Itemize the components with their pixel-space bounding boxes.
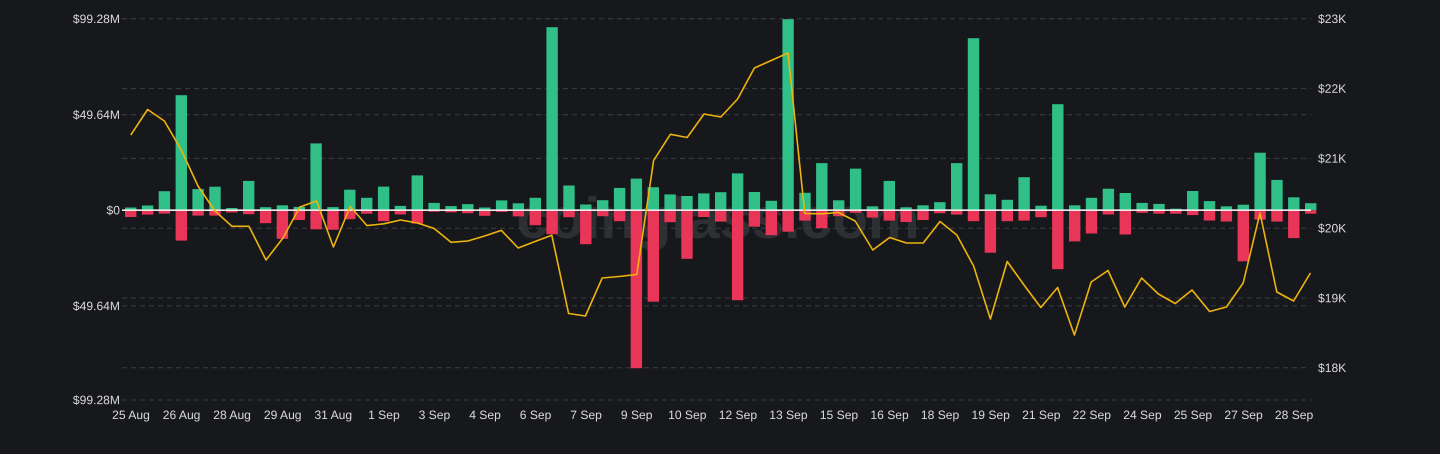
svg-text:25 Aug: 25 Aug	[112, 408, 150, 422]
svg-text:15 Sep: 15 Sep	[820, 408, 859, 422]
svg-text:28 Sep: 28 Sep	[1275, 408, 1314, 422]
svg-text:$99.28M: $99.28M	[73, 393, 120, 407]
svg-text:$19K: $19K	[1318, 291, 1346, 305]
svg-text:31 Aug: 31 Aug	[314, 408, 352, 422]
svg-text:$0: $0	[107, 203, 121, 217]
svg-text:13 Sep: 13 Sep	[769, 408, 808, 422]
svg-text:6 Sep: 6 Sep	[520, 408, 552, 422]
svg-text:29 Aug: 29 Aug	[264, 408, 302, 422]
svg-text:4 Sep: 4 Sep	[469, 408, 501, 422]
svg-text:27 Sep: 27 Sep	[1224, 408, 1263, 422]
svg-text:$49.64M: $49.64M	[73, 108, 120, 122]
svg-text:21 Sep: 21 Sep	[1022, 408, 1061, 422]
svg-text:22 Sep: 22 Sep	[1073, 408, 1112, 422]
svg-text:$20K: $20K	[1318, 221, 1346, 235]
svg-text:16 Sep: 16 Sep	[870, 408, 909, 422]
svg-text:9 Sep: 9 Sep	[621, 408, 653, 422]
svg-text:19 Sep: 19 Sep	[972, 408, 1011, 422]
svg-text:3 Sep: 3 Sep	[419, 408, 451, 422]
svg-text:$23K: $23K	[1318, 12, 1346, 26]
svg-text:10 Sep: 10 Sep	[668, 408, 707, 422]
svg-text:$49.64M: $49.64M	[73, 299, 120, 313]
svg-text:25 Sep: 25 Sep	[1174, 408, 1213, 422]
svg-text:$21K: $21K	[1318, 152, 1346, 166]
svg-text:12 Sep: 12 Sep	[719, 408, 758, 422]
svg-text:$18K: $18K	[1318, 361, 1346, 375]
svg-text:24 Sep: 24 Sep	[1123, 408, 1162, 422]
svg-text:18 Sep: 18 Sep	[921, 408, 960, 422]
svg-text:28 Aug: 28 Aug	[213, 408, 251, 422]
svg-text:$22K: $22K	[1318, 82, 1346, 96]
svg-text:$99.28M: $99.28M	[73, 12, 120, 26]
svg-text:7 Sep: 7 Sep	[570, 408, 602, 422]
svg-text:1 Sep: 1 Sep	[368, 408, 400, 422]
svg-text:26 Aug: 26 Aug	[163, 408, 201, 422]
